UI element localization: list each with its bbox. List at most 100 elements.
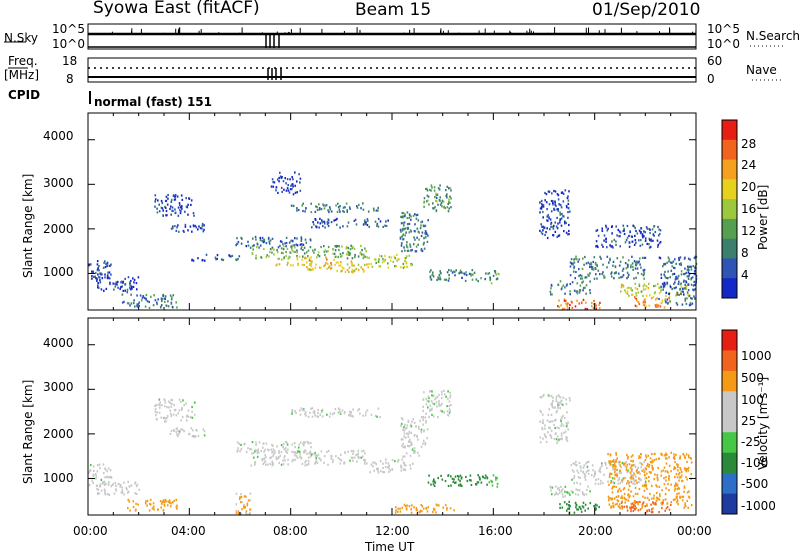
heatmap-cell	[109, 281, 111, 284]
heatmap-cell	[678, 257, 680, 260]
heatmap-cell	[614, 503, 617, 506]
heatmap-cell	[305, 241, 308, 244]
heatmap-cell	[560, 402, 563, 406]
heatmap-cell	[608, 475, 611, 478]
heatmap-cell	[576, 292, 579, 295]
heatmap-cell	[302, 243, 305, 246]
heatmap-cell	[555, 438, 558, 441]
heatmap-cell	[560, 434, 563, 437]
heatmap-cell	[307, 268, 309, 271]
heatmap-cell	[624, 498, 626, 501]
heatmap-cell	[552, 225, 554, 229]
heatmap-cell	[658, 286, 661, 289]
heatmap-cell	[433, 189, 436, 192]
heatmap-cell	[165, 214, 167, 217]
heatmap-cell	[314, 248, 316, 251]
heatmap-cell	[576, 481, 578, 484]
heatmap-cell	[170, 205, 172, 208]
heatmap-cell	[249, 492, 252, 495]
heatmap-cell	[432, 202, 434, 205]
heatmap-cell	[340, 261, 342, 264]
heatmap-cell	[239, 450, 241, 453]
heatmap-cell	[420, 428, 423, 431]
heatmap-cell	[691, 302, 694, 305]
heatmap-cell	[427, 395, 430, 398]
heatmap-cell	[642, 294, 644, 298]
heatmap-cell	[432, 510, 434, 513]
heatmap-cell	[545, 193, 548, 196]
heatmap-cell	[402, 227, 404, 230]
heatmap-cell	[661, 506, 663, 510]
heatmap-cell	[643, 268, 646, 271]
heatmap-cell	[551, 493, 553, 496]
heatmap-cell	[323, 245, 325, 248]
heatmap-cell	[613, 272, 616, 275]
heatmap-cell	[449, 195, 451, 198]
heatmap-cell	[585, 284, 588, 287]
heatmap-cell	[350, 450, 353, 453]
heatmap-cell	[436, 395, 439, 398]
heatmap-cell	[184, 223, 187, 226]
heatmap-cell	[414, 213, 416, 216]
heatmap-cell	[604, 462, 607, 465]
heatmap-cell	[561, 212, 563, 216]
heatmap-cell	[333, 219, 335, 222]
heatmap-cell	[299, 453, 302, 456]
heatmap-cell	[364, 247, 366, 250]
heatmap-cell	[632, 265, 634, 268]
heatmap-cell	[166, 214, 168, 217]
heatmap-cell	[96, 464, 99, 467]
heatmap-cell	[550, 413, 553, 416]
heatmap-cell	[438, 393, 440, 396]
heatmap-cell	[629, 466, 632, 469]
heatmap-cell	[635, 501, 638, 504]
heatmap-cell	[653, 285, 655, 288]
heatmap-cell	[358, 408, 361, 411]
heatmap-cell	[468, 479, 471, 482]
heatmap-cell	[610, 481, 612, 484]
heatmap-cell	[590, 474, 593, 477]
heatmap-cell	[327, 209, 329, 212]
heatmap-cell	[394, 460, 396, 463]
heatmap-cell	[306, 440, 309, 443]
heatmap-cell	[677, 282, 680, 286]
heatmap-cell	[632, 224, 634, 227]
heatmap-cell	[614, 271, 617, 274]
heatmap-cell	[663, 477, 665, 480]
heatmap-cell	[304, 413, 306, 416]
heatmap-cell	[558, 234, 561, 237]
heatmap-cell	[485, 272, 487, 275]
heatmap-cell	[687, 289, 690, 292]
heatmap-cell	[601, 272, 603, 276]
heatmap-cell	[626, 277, 628, 280]
heatmap-cell	[687, 283, 690, 286]
heatmap-cell	[291, 443, 294, 446]
heatmap-cell	[288, 191, 291, 194]
heatmap-cell	[638, 487, 641, 491]
heatmap-cell	[447, 397, 449, 400]
heatmap-cell	[555, 225, 558, 228]
heatmap-cell	[122, 289, 125, 292]
heatmap-cell	[431, 273, 433, 277]
plot-title: Syowa East (fitACF)	[93, 0, 260, 18]
heatmap-cell	[615, 225, 617, 228]
nsearch-tick-top: 10^5	[707, 22, 740, 36]
heatmap-cell	[547, 219, 549, 222]
heatmap-cell	[333, 258, 335, 261]
heatmap-cell	[158, 403, 160, 406]
heatmap-cell	[449, 201, 451, 204]
heatmap-cell	[156, 211, 159, 214]
heatmap-cell	[582, 501, 585, 504]
heatmap-cell	[644, 477, 646, 480]
heatmap-cell	[459, 483, 462, 486]
heatmap-cell	[399, 507, 401, 510]
heatmap-cell	[377, 209, 379, 212]
power-cb-tick-20: 20	[741, 180, 757, 194]
heatmap-cell	[593, 299, 595, 302]
heatmap-cell	[273, 181, 276, 184]
heatmap-cell	[229, 255, 232, 258]
heatmap-cell	[137, 303, 139, 306]
heatmap-cell	[198, 225, 200, 228]
heatmap-cell	[494, 270, 497, 273]
heatmap-cell	[292, 240, 294, 243]
